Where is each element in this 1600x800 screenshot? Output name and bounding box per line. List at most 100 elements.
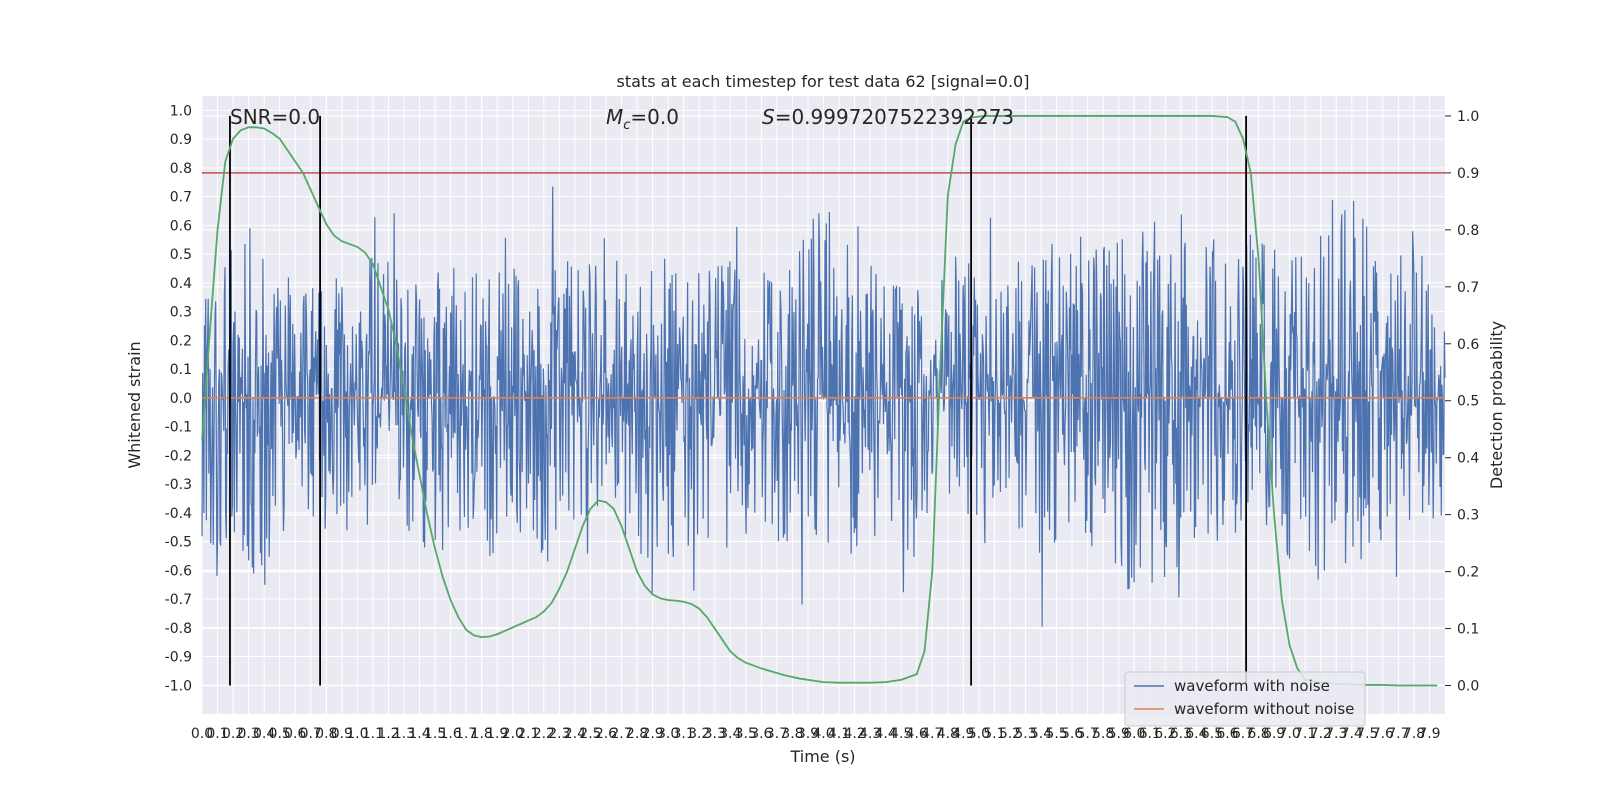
y-left-tick-label: 0.0 — [170, 391, 192, 407]
x-tick-label: 4.5 — [890, 726, 912, 742]
y-left-tick-label: -0.6 — [165, 563, 192, 579]
y-left-tick-label: -1.0 — [165, 678, 192, 694]
x-tick-label: 7.4 — [1341, 726, 1363, 742]
y-left-tick-label: -0.3 — [165, 477, 192, 493]
x-tick-label: 2.1 — [517, 726, 539, 742]
y-left-tick-label: -0.1 — [165, 420, 192, 436]
x-tick-label: 0.9 — [331, 726, 353, 742]
y-left-axis-ticks: 1.0 0.9 0.8 0.7 0.6 0.5 0.4 0.3 0.2 0.1 0.0 -0.1 -0.… — [165, 103, 192, 694]
x-tick-label: 0.5 — [269, 726, 291, 742]
legend-box — [1124, 671, 1366, 727]
x-tick-label: 5.5 — [1045, 726, 1067, 742]
y-left-tick-label: -0.8 — [165, 621, 192, 637]
x-tick-label: 3.2 — [688, 726, 710, 742]
chirp-mass-annotation: Mc=0.0 — [606, 105, 679, 133]
chirp-mass-subscript: c — [623, 118, 630, 133]
x-tick-label: 5.0 — [968, 726, 990, 742]
x-tick-label: 4.0 — [812, 726, 834, 742]
x-tick-label: 2.0 — [502, 726, 524, 742]
x-tick-label: 6.8 — [1247, 726, 1269, 742]
x-tick-label: 7.6 — [1372, 726, 1394, 742]
y-right-axis-label: Detection probability — [1487, 321, 1506, 489]
y-left-tick-label: -0.4 — [165, 506, 192, 522]
x-tick-label: 6.9 — [1263, 726, 1285, 742]
chart-title: stats at each timestep for test data 62 … — [617, 72, 1030, 91]
x-tick-label: 6.7 — [1232, 726, 1254, 742]
x-tick-label: 3.3 — [704, 726, 726, 742]
x-tick-label: 3.7 — [766, 726, 788, 742]
x-tick-label: 4.3 — [859, 726, 881, 742]
x-tick-label: 0.7 — [300, 726, 322, 742]
y-left-tick-label: 0.5 — [170, 247, 192, 263]
y-right-tick-label: 0.4 — [1457, 451, 1479, 467]
y-left-tick-label: 0.4 — [170, 276, 192, 292]
y-right-tick-label: 1.0 — [1457, 109, 1479, 125]
x-tick-label: 1.7 — [455, 726, 477, 742]
x-tick-label: 4.8 — [937, 726, 959, 742]
x-tick-label: 1.0 — [346, 726, 368, 742]
x-tick-label: 2.8 — [626, 726, 648, 742]
x-tick-label: 3.5 — [735, 726, 757, 742]
x-tick-label: 2.9 — [641, 726, 663, 742]
y-left-tick-label: -0.5 — [165, 535, 192, 551]
y-right-axis-ticks: 1.0 0.9 0.8 0.7 0.6 0.5 0.4 0.3 0.2 0.1 0.0 — [1445, 109, 1479, 695]
x-tick-label: 5.6 — [1061, 726, 1083, 742]
x-tick-label: 5.1 — [983, 726, 1005, 742]
x-tick-label: 7.0 — [1278, 726, 1300, 742]
x-axis-label: Time (s) — [789, 747, 855, 766]
x-tick-label: 2.3 — [548, 726, 570, 742]
y-right-tick-label: 0.7 — [1457, 280, 1479, 296]
y-right-tick-label: 0.8 — [1457, 223, 1479, 239]
x-tick-label: 2.6 — [595, 726, 617, 742]
x-tick-label: 6.4 — [1185, 726, 1207, 742]
x-tick-label: 4.1 — [828, 726, 850, 742]
x-tick-label: 5.9 — [1108, 726, 1130, 742]
x-tick-label: 5.2 — [999, 726, 1021, 742]
x-tick-label: 2.2 — [533, 726, 555, 742]
x-tick-label: 7.1 — [1294, 726, 1316, 742]
x-tick-label: 3.4 — [719, 726, 741, 742]
y-right-tick-label: 0.2 — [1457, 565, 1479, 581]
x-tick-label: 3.9 — [797, 726, 819, 742]
y-left-tick-label: -0.2 — [165, 448, 192, 464]
x-tick-label: 0.3 — [237, 726, 259, 742]
y-right-tick-label: 0.0 — [1457, 679, 1479, 695]
score-annotation: S=0.9997207522392273 — [762, 105, 1014, 129]
x-tick-label: 4.4 — [875, 726, 897, 742]
x-tick-label: 1.4 — [408, 726, 430, 742]
x-tick-label: 1.1 — [362, 726, 384, 742]
x-tick-label: 5.3 — [1014, 726, 1036, 742]
x-tick-label: 4.2 — [843, 726, 865, 742]
snr-annotation: SNR=0.0 — [230, 105, 320, 129]
x-tick-label: 3.0 — [657, 726, 679, 742]
x-tick-label: 7.5 — [1356, 726, 1378, 742]
y-left-tick-label: 0.6 — [170, 218, 192, 234]
x-tick-label: 1.9 — [486, 726, 508, 742]
chirp-mass-value: =0.0 — [630, 105, 679, 129]
y-right-tick-label: 0.1 — [1457, 622, 1479, 638]
x-tick-label: 7.8 — [1403, 726, 1425, 742]
y-right-tick-label: 0.6 — [1457, 337, 1479, 353]
legend-label-waveform-with-noise: waveform with noise — [1174, 677, 1330, 695]
x-tick-label: 0.8 — [315, 726, 337, 742]
legend-label-waveform-without-noise: waveform without noise — [1174, 700, 1354, 718]
score-symbol: S — [762, 105, 775, 129]
x-tick-label: 6.0 — [1123, 726, 1145, 742]
x-tick-label: 3.1 — [673, 726, 695, 742]
y-left-tick-label: 1.0 — [170, 103, 192, 119]
x-tick-label: 4.7 — [921, 726, 943, 742]
y-left-tick-label: 0.2 — [170, 333, 192, 349]
x-tick-label: 5.8 — [1092, 726, 1114, 742]
y-left-tick-label: -0.7 — [165, 592, 192, 608]
y-right-tick-label: 0.3 — [1457, 508, 1479, 524]
waveform-with-noise-line — [201, 186, 1446, 627]
x-tick-label: 2.4 — [564, 726, 586, 742]
legend: waveform with noise waveform without noi… — [1124, 671, 1366, 727]
x-tick-label: 0.4 — [253, 726, 275, 742]
x-tick-label: 1.2 — [377, 726, 399, 742]
y-left-tick-label: 0.7 — [170, 190, 192, 206]
series-detection-probability — [201, 115, 1438, 687]
x-tick-label: 4.6 — [906, 726, 928, 742]
x-tick-label: 0.0 — [191, 726, 213, 742]
